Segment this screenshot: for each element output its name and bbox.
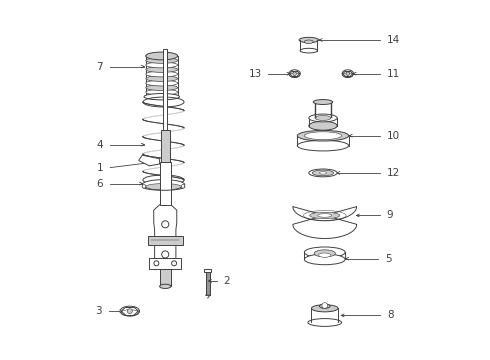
Ellipse shape — [146, 94, 178, 100]
Text: 7: 7 — [97, 62, 103, 72]
Ellipse shape — [146, 89, 178, 95]
Ellipse shape — [309, 169, 337, 177]
Circle shape — [162, 221, 169, 228]
Circle shape — [172, 261, 176, 266]
Ellipse shape — [315, 116, 331, 121]
Ellipse shape — [310, 212, 340, 219]
Circle shape — [322, 303, 328, 308]
Text: 5: 5 — [385, 254, 392, 264]
Circle shape — [293, 72, 296, 76]
Ellipse shape — [146, 67, 178, 72]
Text: 10: 10 — [387, 131, 400, 141]
Ellipse shape — [146, 76, 178, 81]
Bar — [160, 269, 171, 286]
Text: 9: 9 — [387, 211, 393, 220]
Ellipse shape — [312, 170, 334, 176]
Bar — [161, 130, 170, 162]
Text: 8: 8 — [387, 310, 393, 320]
Ellipse shape — [309, 114, 337, 122]
Text: 3: 3 — [95, 306, 101, 316]
Ellipse shape — [160, 284, 171, 288]
Ellipse shape — [314, 250, 335, 257]
Polygon shape — [293, 207, 357, 238]
Text: 2: 2 — [224, 276, 230, 286]
Text: 11: 11 — [387, 69, 400, 79]
Ellipse shape — [146, 52, 178, 60]
Ellipse shape — [289, 70, 300, 77]
Circle shape — [181, 185, 185, 188]
Bar — [163, 49, 168, 130]
Ellipse shape — [318, 253, 331, 257]
Bar — [147, 236, 183, 244]
Ellipse shape — [146, 62, 178, 68]
Ellipse shape — [309, 121, 337, 130]
Text: 4: 4 — [97, 140, 103, 149]
Ellipse shape — [300, 48, 318, 53]
Ellipse shape — [144, 94, 179, 100]
Circle shape — [127, 309, 132, 314]
Bar — [204, 269, 211, 272]
Ellipse shape — [319, 172, 326, 174]
Ellipse shape — [146, 53, 178, 59]
Ellipse shape — [297, 130, 349, 141]
Ellipse shape — [299, 37, 318, 42]
Ellipse shape — [142, 180, 185, 190]
Text: 6: 6 — [97, 179, 103, 189]
Circle shape — [154, 261, 159, 266]
Ellipse shape — [146, 58, 178, 63]
Ellipse shape — [312, 305, 338, 312]
Ellipse shape — [146, 184, 181, 190]
Ellipse shape — [146, 80, 178, 86]
Circle shape — [346, 72, 349, 76]
Ellipse shape — [304, 40, 313, 44]
Ellipse shape — [297, 140, 349, 151]
Bar — [160, 162, 171, 205]
Ellipse shape — [313, 100, 333, 104]
Polygon shape — [154, 205, 177, 260]
Ellipse shape — [146, 71, 178, 77]
Ellipse shape — [318, 214, 332, 217]
Text: 12: 12 — [387, 168, 400, 178]
Text: 1: 1 — [97, 163, 103, 172]
Text: 14: 14 — [387, 35, 400, 45]
Text: 13: 13 — [249, 69, 262, 79]
Ellipse shape — [304, 254, 345, 265]
Polygon shape — [139, 155, 160, 166]
Circle shape — [162, 251, 169, 258]
Ellipse shape — [120, 306, 140, 316]
Bar — [149, 258, 181, 269]
Circle shape — [142, 185, 146, 188]
Ellipse shape — [319, 304, 330, 308]
Ellipse shape — [308, 319, 342, 327]
Ellipse shape — [304, 132, 342, 140]
Ellipse shape — [304, 247, 345, 258]
Ellipse shape — [342, 70, 353, 77]
Ellipse shape — [146, 85, 178, 90]
